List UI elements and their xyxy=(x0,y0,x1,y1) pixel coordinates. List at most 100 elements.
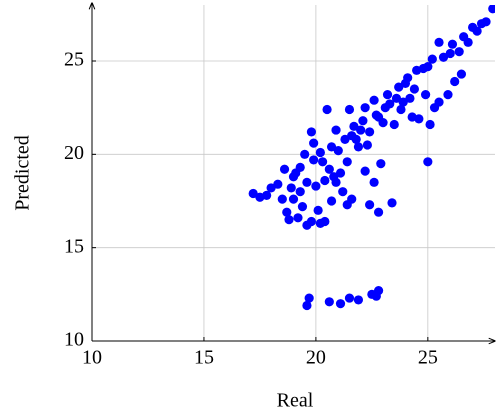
point xyxy=(358,116,368,126)
point xyxy=(347,131,357,141)
point xyxy=(459,32,469,42)
point xyxy=(342,157,352,167)
point xyxy=(362,140,372,150)
point xyxy=(304,293,314,303)
y-tick-label: 15 xyxy=(64,235,84,257)
point xyxy=(447,39,458,49)
point xyxy=(266,183,276,193)
point xyxy=(248,188,258,199)
point xyxy=(347,194,357,204)
x-tick-label: 20 xyxy=(306,347,326,369)
point xyxy=(284,215,294,225)
y-tick-label: 10 xyxy=(64,329,84,351)
point xyxy=(333,146,343,156)
point xyxy=(320,216,330,227)
point xyxy=(324,164,334,174)
point xyxy=(409,84,419,94)
point xyxy=(331,125,341,135)
point xyxy=(468,22,478,32)
point xyxy=(371,110,381,120)
point xyxy=(282,207,292,217)
point xyxy=(306,216,317,227)
point xyxy=(369,177,379,187)
point xyxy=(302,177,312,187)
point xyxy=(443,90,453,100)
point xyxy=(322,104,332,115)
point xyxy=(476,19,487,29)
point xyxy=(320,175,330,186)
point xyxy=(371,291,381,301)
point xyxy=(300,149,310,159)
point xyxy=(405,93,415,103)
point xyxy=(344,104,355,115)
point xyxy=(387,198,397,208)
point xyxy=(338,187,348,197)
point xyxy=(302,300,312,311)
point xyxy=(344,293,355,303)
point xyxy=(315,147,325,158)
point xyxy=(353,295,364,305)
point xyxy=(286,183,296,193)
point xyxy=(360,103,370,113)
point xyxy=(329,172,339,182)
point xyxy=(456,69,467,79)
point xyxy=(288,194,299,204)
point xyxy=(423,157,433,167)
point xyxy=(403,73,413,83)
x-axis-label: Real xyxy=(277,390,314,412)
point xyxy=(295,187,305,197)
point xyxy=(488,5,495,14)
point xyxy=(450,76,460,87)
point xyxy=(454,47,464,57)
point xyxy=(313,205,323,215)
point xyxy=(382,90,393,100)
point xyxy=(434,97,444,107)
point xyxy=(318,157,328,167)
point xyxy=(306,127,317,137)
point xyxy=(324,297,334,307)
point xyxy=(380,103,390,113)
point xyxy=(396,104,406,115)
point xyxy=(391,93,402,103)
point xyxy=(373,207,384,217)
point xyxy=(262,190,272,200)
point xyxy=(297,202,308,212)
point xyxy=(365,200,375,210)
x-tick-label: 10 xyxy=(82,347,102,369)
point xyxy=(418,63,428,74)
point xyxy=(279,164,290,174)
x-tick-label: 15 xyxy=(194,347,214,369)
point xyxy=(398,97,408,107)
point xyxy=(445,48,455,59)
y-axis-label: Predicted xyxy=(12,135,34,211)
point xyxy=(427,54,437,64)
point xyxy=(340,134,350,144)
point xyxy=(349,121,359,131)
point xyxy=(389,119,399,130)
x-tick-label: 25 xyxy=(418,347,438,369)
y-tick-label: 25 xyxy=(64,49,84,71)
point xyxy=(356,125,366,135)
point xyxy=(311,181,321,191)
point xyxy=(293,213,303,223)
point xyxy=(335,299,346,309)
point xyxy=(277,194,287,204)
point xyxy=(273,179,283,189)
point xyxy=(291,168,301,178)
point xyxy=(420,90,431,100)
point xyxy=(326,196,337,206)
point xyxy=(369,95,379,105)
point xyxy=(394,82,404,92)
point xyxy=(309,155,319,165)
point xyxy=(335,168,346,178)
y-tick-label: 20 xyxy=(64,142,84,164)
point xyxy=(365,127,375,137)
point xyxy=(414,114,424,124)
point xyxy=(309,138,319,148)
point xyxy=(434,37,444,47)
point xyxy=(353,142,364,152)
point xyxy=(425,119,435,130)
point xyxy=(438,52,449,62)
point xyxy=(376,159,386,169)
